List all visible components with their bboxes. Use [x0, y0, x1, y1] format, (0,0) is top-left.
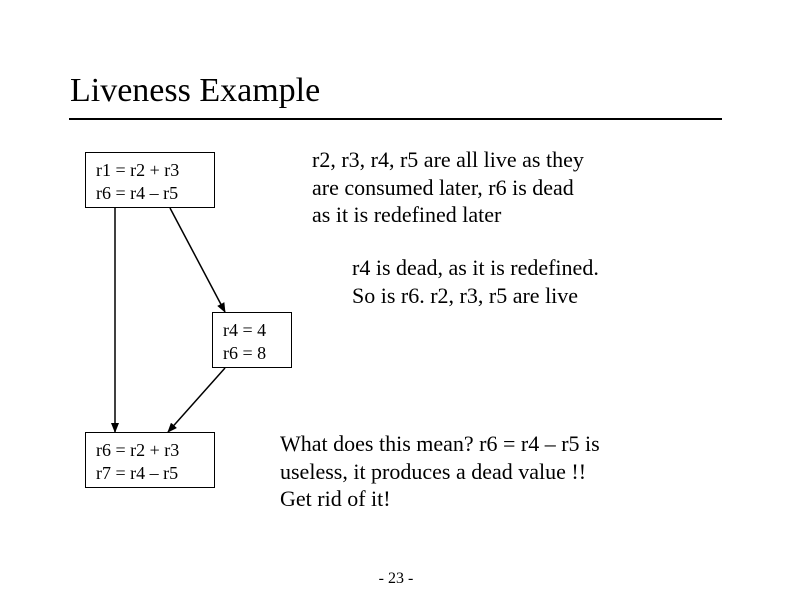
code-line: r6 = r4 – r5	[96, 182, 204, 205]
code-line: r7 = r4 – r5	[96, 462, 204, 485]
title-underline	[69, 118, 722, 120]
annotation-2: r4 is dead, as it is redefined. So is r6…	[352, 254, 732, 309]
code-block-3: r6 = r2 + r3 r7 = r4 – r5	[85, 432, 215, 488]
annot-line: are consumed later, r6 is dead	[312, 174, 717, 202]
annot-line: So is r6. r2, r3, r5 are live	[352, 282, 732, 310]
code-block-1: r1 = r2 + r3 r6 = r4 – r5	[85, 152, 215, 208]
code-line: r4 = 4	[223, 319, 281, 342]
annotation-3: What does this mean? r6 = r4 – r5 is use…	[280, 430, 730, 513]
page-title: Liveness Example	[70, 72, 320, 110]
annot-line: r4 is dead, as it is redefined.	[352, 254, 732, 282]
slide: Liveness Example r1 = r2 + r3 r6 = r4 – …	[0, 0, 792, 612]
code-line: r6 = r2 + r3	[96, 439, 204, 462]
page-number: - 23 -	[0, 570, 792, 588]
annot-line: Get rid of it!	[280, 485, 730, 513]
code-line: r6 = 8	[223, 342, 281, 365]
annot-line: r2, r3, r4, r5 are all live as they	[312, 146, 717, 174]
annotation-1: r2, r3, r4, r5 are all live as they are …	[312, 146, 717, 229]
code-block-2: r4 = 4 r6 = 8	[212, 312, 292, 368]
annot-line: as it is redefined later	[312, 201, 717, 229]
code-line: r1 = r2 + r3	[96, 159, 204, 182]
flow-edge	[170, 208, 225, 312]
flow-edge	[168, 368, 225, 432]
annot-line: What does this mean? r6 = r4 – r5 is	[280, 430, 730, 458]
annot-line: useless, it produces a dead value !!	[280, 458, 730, 486]
